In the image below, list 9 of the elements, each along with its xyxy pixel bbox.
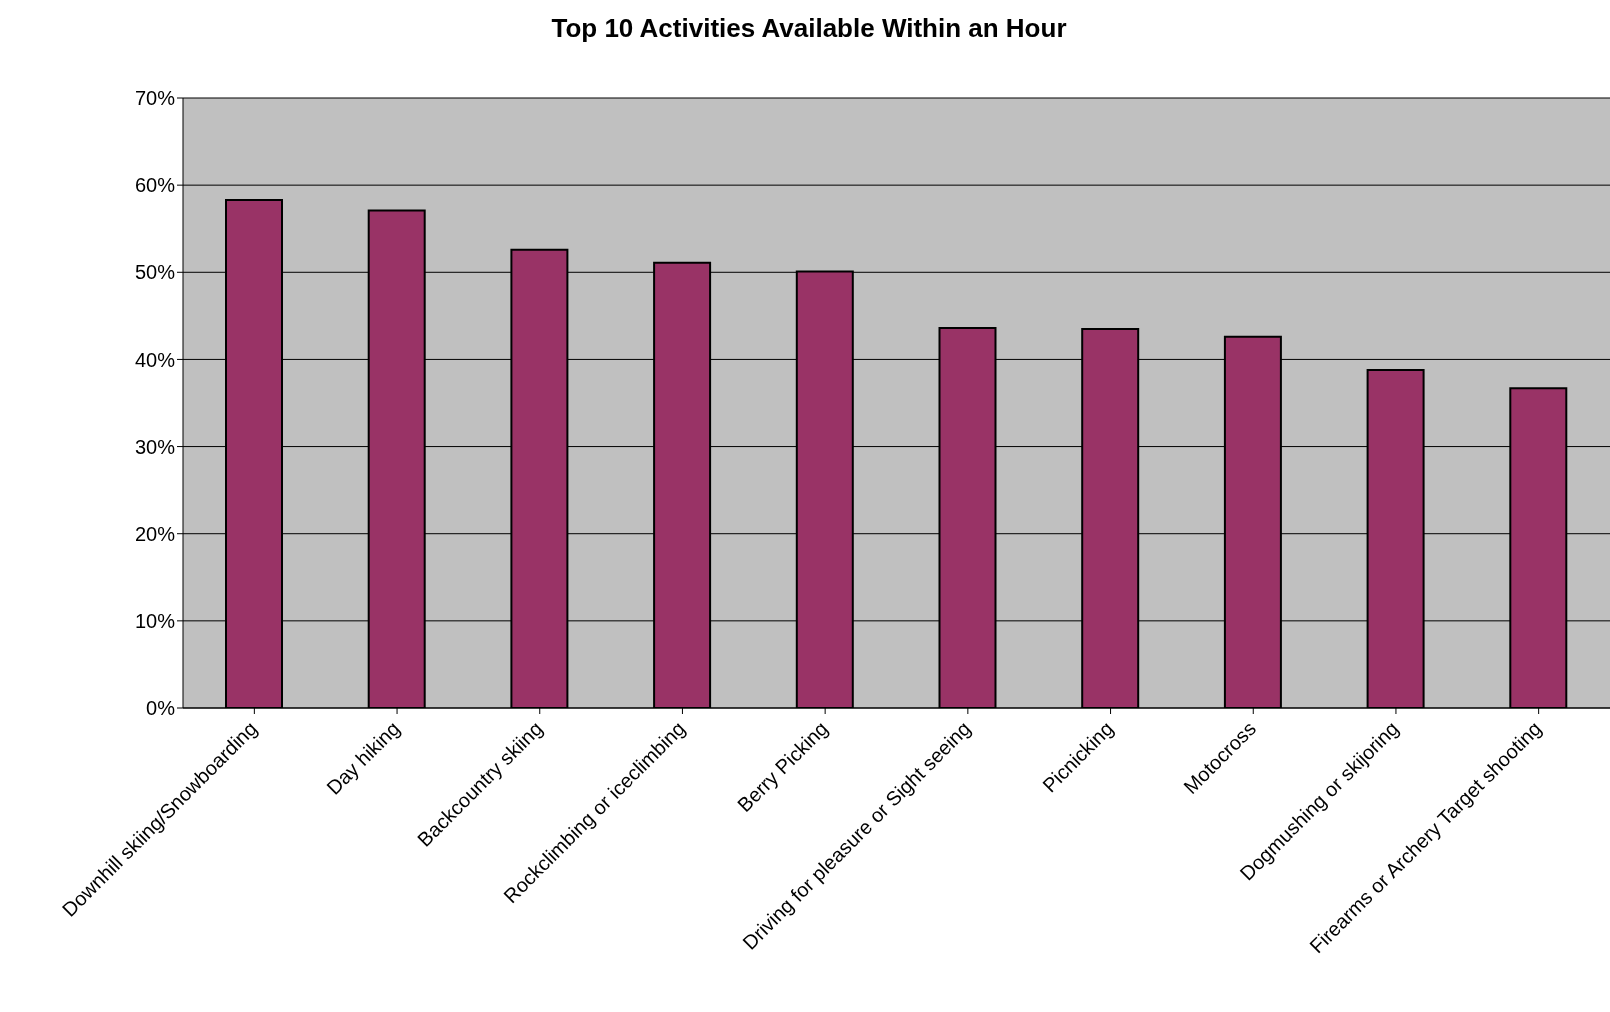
y-tick-label: 0%	[146, 697, 176, 720]
y-tick-label: 30%	[134, 435, 176, 458]
y-tick-label: 50%	[134, 261, 176, 284]
y-tick-label: 60%	[134, 174, 176, 197]
y-tick-label: 40%	[134, 348, 176, 371]
y-tick-label: 70%	[134, 87, 176, 110]
chart-title: Top 10 Activities Available Within an Hour	[550, 12, 1068, 45]
y-tick-label: 20%	[134, 522, 176, 545]
y-tick-label: 10%	[134, 609, 176, 632]
